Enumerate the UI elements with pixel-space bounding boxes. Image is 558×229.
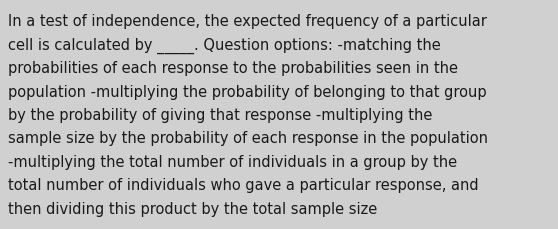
Text: In a test of independence, the expected frequency of a particular: In a test of independence, the expected … <box>8 14 487 29</box>
Text: population -multiplying the probability of belonging to that group: population -multiplying the probability … <box>8 84 487 99</box>
Text: then dividing this product by the total sample size: then dividing this product by the total … <box>8 201 377 216</box>
Text: probabilities of each response to the probabilities seen in the: probabilities of each response to the pr… <box>8 61 458 76</box>
Text: by the probability of giving that response -multiplying the: by the probability of giving that respon… <box>8 108 432 123</box>
Text: sample size by the probability of each response in the population: sample size by the probability of each r… <box>8 131 488 146</box>
Text: cell is calculated by _____. Question options: -matching the: cell is calculated by _____. Question op… <box>8 37 441 53</box>
Text: total number of individuals who gave a particular response, and: total number of individuals who gave a p… <box>8 178 479 193</box>
Text: -multiplying the total number of individuals in a group by the: -multiplying the total number of individ… <box>8 154 457 169</box>
